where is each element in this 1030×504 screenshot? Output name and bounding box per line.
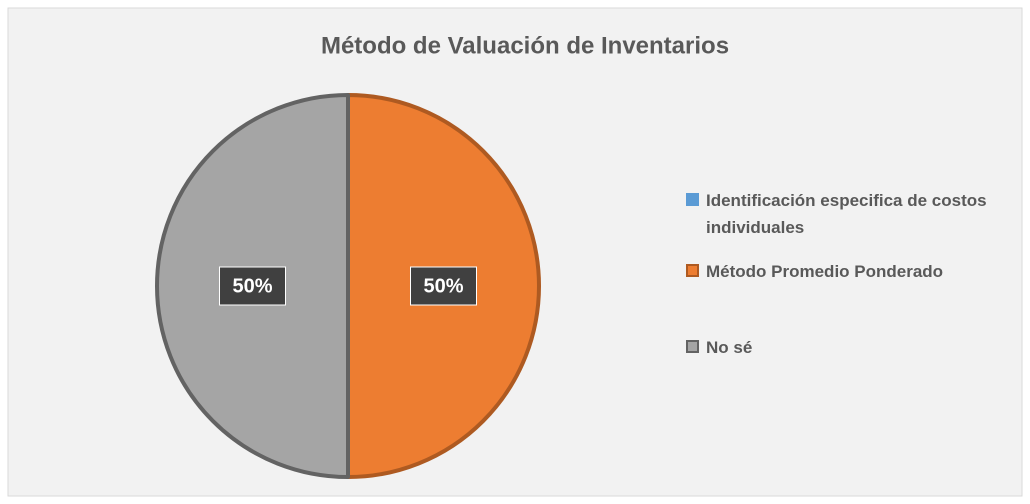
data-label: 50%	[423, 275, 463, 297]
legend-swatch	[686, 193, 699, 207]
chart-title: Método de Valuación de Inventarios	[321, 32, 729, 59]
legend-entry: Método Promedio Ponderado	[686, 258, 1016, 285]
legend-label: Identificación especifica de costos indi…	[706, 191, 987, 237]
legend-entry: Identificación especifica de costos indi…	[686, 187, 1016, 241]
data-label-box	[219, 266, 286, 306]
legend-label: Método Promedio Ponderado	[706, 262, 944, 281]
legend-swatch	[686, 340, 699, 354]
legend-label: No sé	[706, 338, 753, 357]
legend-swatch	[686, 264, 699, 278]
data-label-box	[410, 266, 477, 306]
legend-entry: No sé	[686, 334, 1016, 361]
data-label: 50%	[232, 275, 272, 297]
